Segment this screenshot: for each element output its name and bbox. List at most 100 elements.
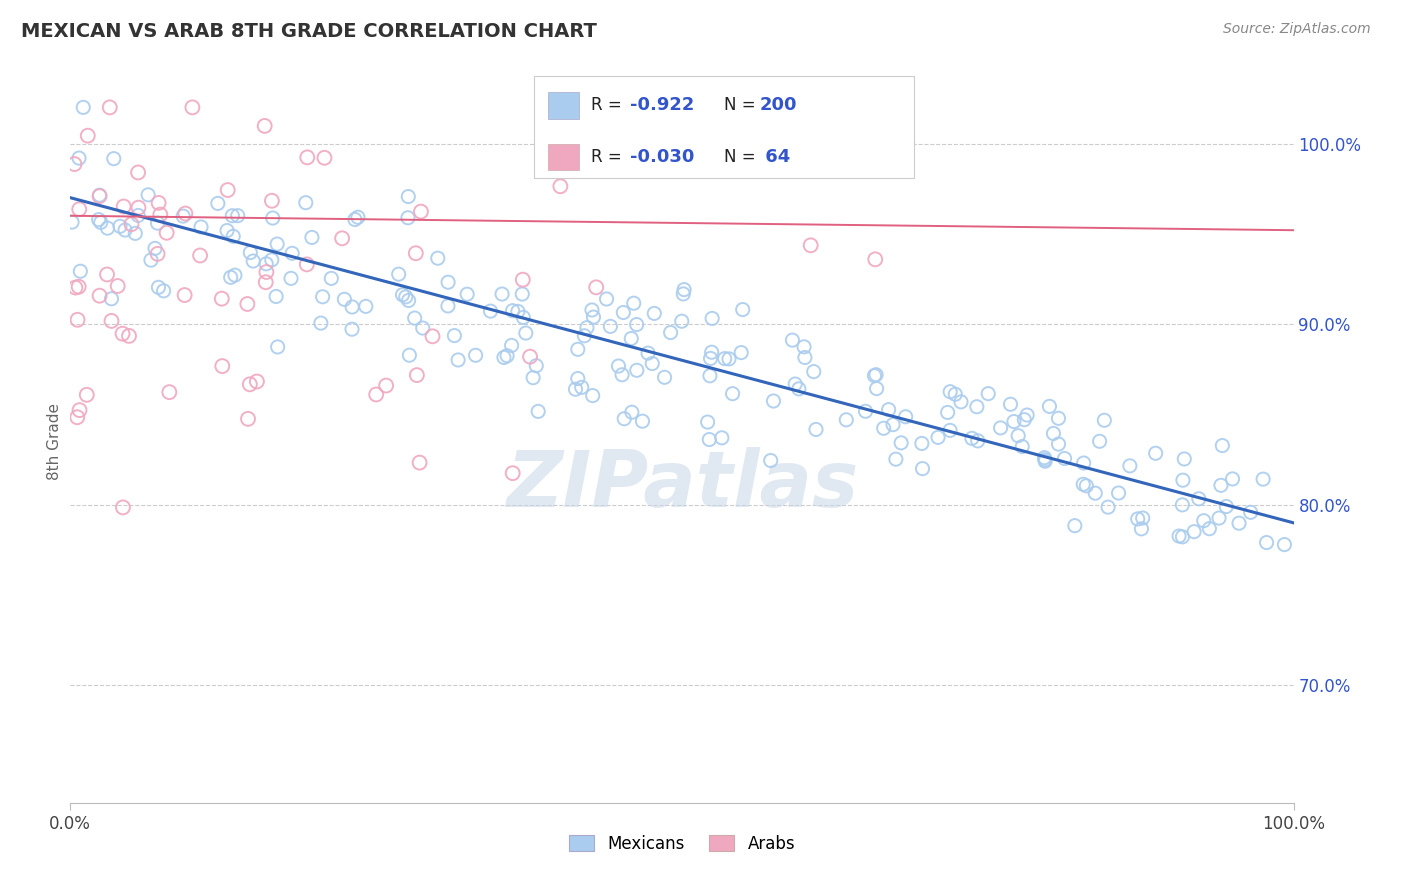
Point [1256, 535, 1278, 549]
Point [1033, 454, 1056, 468]
Point [506, 304, 529, 318]
Point [731, 302, 754, 317]
Point [66, 312, 89, 326]
Point [769, 124, 792, 138]
Point [264, 289, 287, 303]
Point [519, 350, 541, 364]
Point [620, 332, 643, 346]
Point [69, 264, 91, 278]
Point [396, 211, 419, 225]
Point [515, 326, 537, 340]
Point [827, 103, 849, 117]
Point [396, 189, 419, 203]
Point [877, 402, 900, 417]
Point [582, 310, 605, 325]
Point [188, 248, 211, 262]
Point [671, 314, 693, 328]
Point [865, 252, 887, 267]
Point [865, 382, 887, 396]
Point [172, 209, 194, 223]
Point [103, 152, 125, 166]
Point [67, 279, 90, 293]
Point [673, 283, 696, 297]
Point [333, 293, 356, 307]
Point [882, 417, 904, 432]
Point [1119, 458, 1142, 473]
Point [1000, 397, 1022, 411]
Point [721, 386, 744, 401]
Point [239, 245, 262, 260]
Text: 200: 200 [759, 96, 797, 114]
Point [375, 378, 398, 392]
Point [1274, 538, 1296, 552]
Point [311, 290, 333, 304]
Point [950, 395, 973, 409]
Point [491, 287, 513, 301]
Point [447, 353, 470, 368]
Point [242, 254, 264, 268]
Point [911, 436, 934, 450]
Point [148, 280, 170, 294]
Text: -0.922: -0.922 [630, 96, 695, 114]
Point [152, 284, 174, 298]
Point [437, 299, 460, 313]
Point [567, 343, 589, 357]
Point [215, 223, 238, 237]
Point [297, 150, 319, 164]
Point [1171, 473, 1194, 487]
Point [236, 297, 259, 311]
Point [1182, 524, 1205, 539]
Point [1088, 434, 1111, 449]
Point [89, 189, 111, 203]
Point [564, 382, 586, 396]
Point [181, 100, 204, 114]
Point [260, 194, 283, 208]
Point [149, 208, 172, 222]
Point [90, 215, 112, 229]
Point [111, 326, 134, 341]
Point [100, 314, 122, 328]
Point [217, 183, 239, 197]
Point [280, 271, 302, 285]
Point [939, 423, 962, 437]
Point [224, 268, 246, 283]
Point [803, 365, 825, 379]
Point [479, 304, 502, 318]
Point [585, 280, 607, 294]
Point [524, 359, 547, 373]
Text: MEXICAN VS ARAB 8TH GRADE CORRELATION CHART: MEXICAN VS ARAB 8TH GRADE CORRELATION CH… [21, 22, 598, 41]
Point [626, 318, 648, 332]
Point [643, 306, 665, 320]
Point [148, 195, 170, 210]
Point [512, 310, 534, 325]
Point [550, 179, 572, 194]
Point [654, 370, 676, 384]
Point [1211, 439, 1233, 453]
Point [804, 422, 827, 436]
Point [927, 430, 949, 444]
Point [1011, 440, 1033, 454]
Point [1222, 472, 1244, 486]
Point [309, 316, 332, 330]
Point [1168, 529, 1191, 543]
Point [173, 288, 195, 302]
Point [76, 128, 98, 143]
Point [127, 209, 149, 223]
Point [1132, 511, 1154, 525]
Point [340, 322, 363, 336]
Point [502, 303, 524, 318]
Point [412, 321, 434, 335]
Point [63, 157, 86, 171]
Point [527, 404, 550, 418]
Point [139, 253, 162, 268]
Point [759, 453, 782, 467]
Point [672, 287, 695, 301]
Point [1017, 408, 1039, 422]
Point [121, 217, 143, 231]
Point [1076, 479, 1098, 493]
Point [510, 287, 533, 301]
Point [426, 251, 449, 265]
Point [156, 226, 179, 240]
Point [782, 333, 804, 347]
Point [343, 212, 366, 227]
